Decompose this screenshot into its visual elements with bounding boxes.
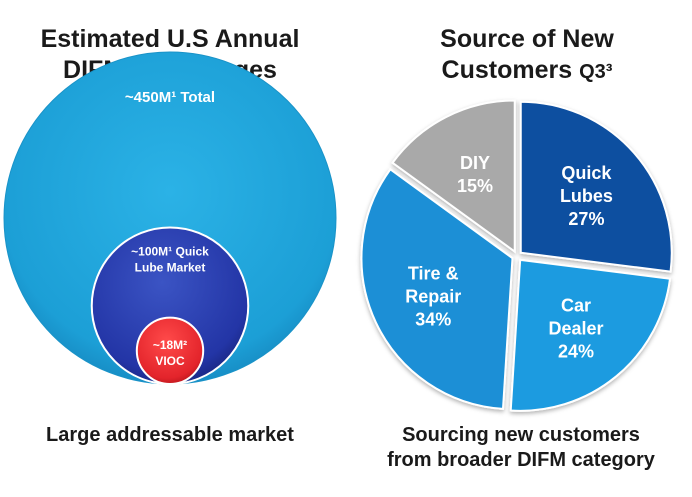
pie-label-diy-line1: DIY (460, 153, 490, 173)
pie-slice-diy (391, 99, 516, 254)
pie-label-tire-repair-line2: Repair (405, 286, 461, 306)
right-title-line2: Customers Q3³ (362, 55, 692, 88)
pie-label-quick-lubes-line2: Lubes (560, 186, 613, 206)
pie-value-quick-lubes: 27% (568, 209, 604, 229)
nested-bubble-chart: ~450M¹ Total ~100M¹ Quick Lube Market ~18M²… (3, 51, 337, 386)
pie-value-diy: 15% (457, 176, 493, 196)
left-chart-caption: Large addressable market (46, 424, 294, 446)
bubble-vioc (135, 316, 205, 385)
pie-label-car-dealer-line1: Car (561, 295, 591, 315)
right-chart-title: Source of New Customers Q3³ (362, 24, 692, 88)
right-caption-line1: Sourcing new customers (402, 424, 640, 446)
right-title-suffix: Q3³ (579, 61, 613, 83)
pie-slice-car-dealer (509, 258, 672, 412)
right-title-line2-text: Customers (441, 56, 573, 84)
pie-chart: Quick Lubes 27% Car Dealer 24% Tire & Repair 34%… (360, 99, 673, 412)
right-caption-line2: from broader DIFM category (387, 449, 655, 471)
pie-slice-tire-repair (360, 167, 514, 410)
pie-slice-quick-lubes (519, 100, 673, 273)
pie-label-quick-lubes-line1: Quick (561, 163, 612, 183)
bubble-label-vioc-line2: VIOC (155, 354, 185, 368)
left-title-line1: Estimated U.S Annual (40, 25, 300, 53)
bubble-label-quick-lube-line2: Lube Market (135, 260, 206, 274)
bubble-label-quick-lube-line1: ~100M¹ Quick (131, 244, 209, 258)
bubble-label-vioc-line1: ~18M² (153, 338, 187, 352)
pie-label-car-dealer-line2: Dealer (548, 318, 603, 338)
pie-label-tire-repair-line1: Tire & (408, 263, 459, 283)
right-title-line1: Source of New (440, 25, 614, 53)
pie-value-tire-repair: 34% (415, 309, 451, 329)
right-chart-caption: Sourcing new customers from broader DIFM… (350, 423, 692, 473)
bubble-label-total: ~450M¹ Total (125, 89, 215, 106)
pie-value-car-dealer: 24% (558, 341, 594, 361)
